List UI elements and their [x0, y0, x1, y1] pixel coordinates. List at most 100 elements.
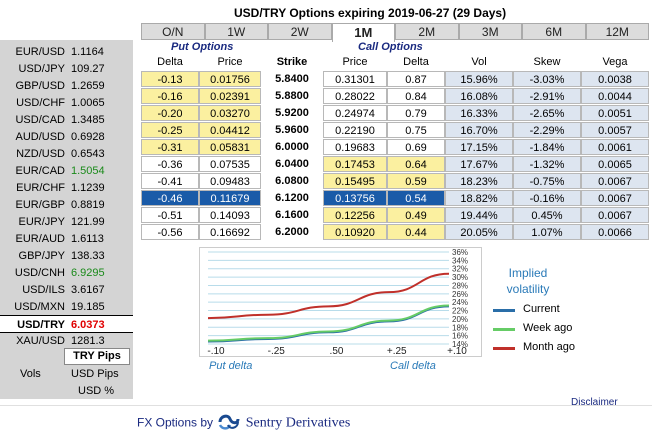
cell-put-price: 0.14093	[199, 207, 261, 223]
cell-put-price: 0.05831	[199, 139, 261, 155]
pair-usd-cad[interactable]: USD/CAD 1.3485	[0, 111, 133, 129]
y-tick-label: 24%	[452, 298, 468, 307]
cell-vega: 0.0065	[581, 156, 649, 172]
col-strike: Strike	[276, 56, 308, 68]
y-tick-label: 22%	[452, 307, 468, 316]
cell-strike: 5.8800	[261, 88, 323, 104]
pair-usd-ils[interactable]: USD/ILS 3.6167	[0, 281, 133, 299]
cell-strike: 5.8400	[261, 71, 323, 87]
cell-vega: 0.0067	[581, 173, 649, 189]
pair-usd-mxn[interactable]: USD/MXN 19.185	[0, 298, 133, 316]
pair-name: USD/CHF	[16, 97, 65, 109]
cell-put-delta: -0.13	[141, 71, 199, 87]
chart-title: Implied volatility	[506, 266, 550, 296]
col-skew: Skew	[533, 56, 561, 68]
pair-rate: 0.6543	[71, 148, 105, 160]
pair-eur-chf[interactable]: EUR/CHF 1.1239	[0, 179, 133, 197]
tab-3m[interactable]: 3M	[458, 23, 522, 40]
cell-vol: 18.23%	[445, 173, 513, 189]
cell-vega: 0.0051	[581, 105, 649, 121]
cell-skew: 0.45%	[513, 207, 581, 223]
table-row[interactable]: -0.46 0.11679 6.1200 0.13756 0.54 18.82% -0.16…	[141, 190, 649, 207]
table-row[interactable]: -0.20 0.03270 5.9200 0.24974 0.79 16.33% -2.65…	[141, 105, 649, 122]
try-pips-button[interactable]: TRY Pips	[64, 348, 130, 365]
pair-eur-jpy[interactable]: EUR/JPY 121.99	[0, 213, 133, 231]
legend-swatch	[493, 328, 515, 331]
y-tick-label: 32%	[452, 265, 468, 274]
table-row[interactable]: -0.16 0.02391 5.8800 0.28022 0.84 16.08% -2.91…	[141, 88, 649, 105]
pair-rate: 1.2659	[71, 80, 105, 92]
table-row[interactable]: -0.31 0.05831 6.0000 0.19683 0.69 17.15% -1.84…	[141, 139, 649, 156]
cell-vega: 0.0066	[581, 224, 649, 240]
table-row[interactable]: -0.25 0.04412 5.9600 0.22190 0.75 16.70% -2.29…	[141, 122, 649, 139]
pair-eur-cad[interactable]: EUR/CAD 1.5054	[0, 162, 133, 180]
pair-eur-gbp[interactable]: EUR/GBP 0.8819	[0, 196, 133, 214]
cell-call-delta: 0.59	[387, 173, 445, 189]
x-tick-label: .50	[330, 346, 344, 357]
pair-rate: 1.1239	[71, 182, 105, 194]
table-row[interactable]: -0.51 0.14093 6.1600 0.12256 0.49 19.44% 0.45%…	[141, 207, 649, 224]
pair-eur-aud[interactable]: EUR/AUD 1.6113	[0, 230, 133, 248]
pair-rate: 1.0065	[71, 97, 105, 109]
tab-12m[interactable]: 12M	[585, 23, 649, 40]
tab-2m[interactable]: 2M	[395, 23, 459, 40]
cell-put-price: 0.03270	[199, 105, 261, 121]
pair-name: EUR/CHF	[16, 182, 65, 194]
cell-put-delta: -0.56	[141, 224, 199, 240]
x-tick-label: +.10	[447, 346, 467, 357]
cell-vega: 0.0061	[581, 139, 649, 155]
tab-6m[interactable]: 6M	[522, 23, 586, 40]
cell-call-delta: 0.64	[387, 156, 445, 172]
y-tick-label: 34%	[452, 256, 468, 265]
currency-pair-list: EUR/USD 1.1164 USD/JPY 109.27 GBP/USD 1.2659 U…	[0, 40, 133, 399]
pair-rate: 6.0373	[71, 319, 105, 331]
cell-strike: 5.9200	[261, 105, 323, 121]
pair-usd-jpy[interactable]: USD/JPY 109.27	[0, 60, 133, 78]
table-row[interactable]: -0.13 0.01756 5.8400 0.31301 0.87 15.96% -3.03…	[141, 71, 649, 88]
tab-1w[interactable]: 1W	[204, 23, 268, 40]
pair-usd-chf[interactable]: USD/CHF 1.0065	[0, 94, 133, 112]
y-tick-label: 28%	[452, 281, 468, 290]
table-row[interactable]: -0.41 0.09483 6.0800 0.15495 0.59 18.23% -0.75…	[141, 173, 649, 190]
tab-1m[interactable]: 1M	[331, 23, 395, 42]
pair-name: AUD/USD	[15, 131, 65, 143]
page-title: USD/TRY Options expiring 2019-06-27 (29 …	[234, 6, 507, 20]
usd-percent-option[interactable]: USD %	[78, 385, 115, 397]
col-vega: Vega	[602, 56, 628, 68]
pair-name: EUR/AUD	[15, 233, 65, 245]
table-row[interactable]: -0.36 0.07535 6.0400 0.17453 0.64 17.67% -1.32…	[141, 156, 649, 173]
cell-put-price: 0.01756	[199, 71, 261, 87]
cell-skew: -1.84%	[513, 139, 581, 155]
legend-item: Month ago	[493, 340, 633, 356]
pair-xau-usd[interactable]: XAU/USD 1281.3	[0, 332, 133, 350]
disclaimer-link[interactable]: Disclaimer	[571, 397, 618, 408]
cell-put-price: 0.16692	[199, 224, 261, 240]
legend-label: Month ago	[523, 341, 575, 353]
tab-on[interactable]: O/N	[141, 23, 205, 40]
pair-gbp-usd[interactable]: GBP/USD 1.2659	[0, 77, 133, 95]
pair-name: GBP/USD	[15, 80, 65, 92]
usd-pips-option[interactable]: USD Pips	[71, 368, 119, 380]
pair-rate: 1.5054	[71, 165, 105, 177]
legend-swatch	[493, 309, 515, 312]
cell-vol: 16.70%	[445, 122, 513, 138]
cell-put-price: 0.02391	[199, 88, 261, 104]
pair-gbp-jpy[interactable]: GBP/JPY 138.33	[0, 247, 133, 265]
cell-vol: 20.05%	[445, 224, 513, 240]
pair-eur-usd[interactable]: EUR/USD 1.1164	[0, 43, 133, 61]
cell-put-delta: -0.16	[141, 88, 199, 104]
pair-nzd-usd[interactable]: NZD/USD 0.6543	[0, 145, 133, 163]
pair-usd-cnh[interactable]: USD/CNH 6.9295	[0, 264, 133, 282]
cell-put-delta: -0.51	[141, 207, 199, 223]
legend-item: Week ago	[493, 321, 633, 337]
table-row[interactable]: -0.56 0.16692 6.2000 0.10920 0.44 20.05% 1.07%…	[141, 224, 649, 241]
cell-call-delta: 0.79	[387, 105, 445, 121]
cell-call-delta: 0.69	[387, 139, 445, 155]
cell-put-delta: -0.41	[141, 173, 199, 189]
y-tick-label: 18%	[452, 323, 468, 332]
tab-2w[interactable]: 2W	[268, 23, 332, 40]
footer-divider	[0, 405, 652, 406]
tenor-tabs: O/N 1W 2W 1M 2M 3M 6M 12M	[141, 23, 649, 42]
pair-usd-try[interactable]: USD/TRY 6.0373	[0, 315, 133, 333]
pair-aud-usd[interactable]: AUD/USD 0.6928	[0, 128, 133, 146]
